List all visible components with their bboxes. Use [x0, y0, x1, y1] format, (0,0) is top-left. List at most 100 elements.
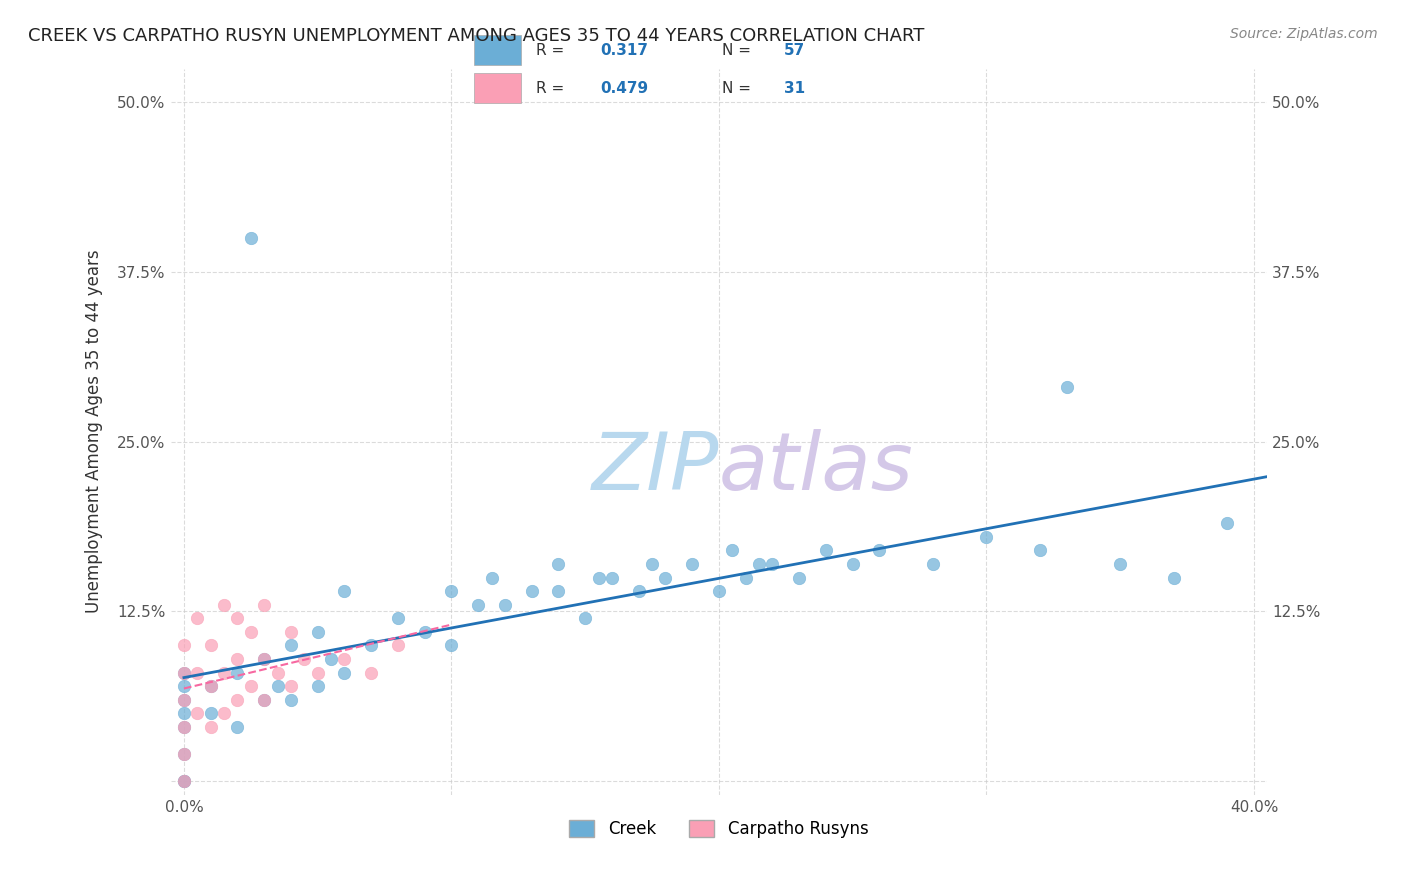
Point — [494, 598, 516, 612]
Point — [173, 720, 195, 734]
Point — [200, 639, 222, 653]
Point — [226, 652, 249, 666]
Point — [266, 679, 288, 693]
Text: 0.317: 0.317 — [600, 43, 648, 58]
Text: atlas: atlas — [718, 429, 914, 507]
Point — [1216, 516, 1239, 531]
Point — [387, 611, 409, 625]
Point — [467, 598, 489, 612]
Point — [173, 720, 195, 734]
Point — [212, 598, 235, 612]
Legend: Creek, Carpatho Rusyns: Creek, Carpatho Rusyns — [562, 813, 875, 845]
Point — [253, 692, 276, 706]
Point — [319, 652, 342, 666]
Point — [588, 570, 610, 584]
Point — [253, 652, 276, 666]
Point — [333, 584, 356, 599]
Point — [1056, 380, 1078, 394]
Point — [253, 692, 276, 706]
Point — [239, 679, 262, 693]
Point — [226, 665, 249, 680]
Point — [333, 652, 356, 666]
Point — [360, 665, 382, 680]
Text: R =: R = — [536, 43, 569, 58]
Point — [200, 720, 222, 734]
Point — [600, 570, 623, 584]
Point — [360, 639, 382, 653]
Point — [280, 639, 302, 653]
Point — [292, 652, 315, 666]
Point — [413, 624, 436, 639]
Point — [333, 665, 356, 680]
Point — [547, 557, 569, 571]
Point — [280, 692, 302, 706]
Point — [239, 231, 262, 245]
Point — [186, 611, 208, 625]
Point — [976, 530, 998, 544]
Point — [307, 624, 329, 639]
Text: N =: N = — [723, 80, 756, 95]
FancyBboxPatch shape — [474, 73, 522, 103]
Point — [681, 557, 703, 571]
Point — [481, 570, 503, 584]
Point — [212, 706, 235, 721]
Point — [280, 679, 302, 693]
Point — [440, 639, 463, 653]
Point — [253, 652, 276, 666]
Point — [574, 611, 596, 625]
Point — [787, 570, 810, 584]
Point — [173, 706, 195, 721]
Point — [253, 598, 276, 612]
Point — [280, 624, 302, 639]
Text: 0.479: 0.479 — [600, 80, 648, 95]
Point — [200, 706, 222, 721]
Point — [734, 570, 756, 584]
Point — [627, 584, 650, 599]
Point — [520, 584, 543, 599]
Point — [761, 557, 783, 571]
Point — [173, 747, 195, 761]
Point — [841, 557, 863, 571]
Point — [266, 665, 288, 680]
Point — [173, 665, 195, 680]
Point — [226, 720, 249, 734]
Point — [173, 639, 195, 653]
Point — [239, 624, 262, 639]
Point — [173, 774, 195, 789]
Point — [200, 679, 222, 693]
Point — [186, 665, 208, 680]
Point — [173, 679, 195, 693]
Text: N =: N = — [723, 43, 756, 58]
Point — [173, 692, 195, 706]
Point — [173, 692, 195, 706]
Point — [748, 557, 770, 571]
Point — [307, 665, 329, 680]
Y-axis label: Unemployment Among Ages 35 to 44 years: Unemployment Among Ages 35 to 44 years — [86, 250, 103, 614]
Point — [200, 679, 222, 693]
Point — [226, 692, 249, 706]
Point — [868, 543, 890, 558]
Point — [654, 570, 676, 584]
Point — [1029, 543, 1052, 558]
Point — [721, 543, 744, 558]
Point — [186, 706, 208, 721]
Text: CREEK VS CARPATHO RUSYN UNEMPLOYMENT AMONG AGES 35 TO 44 YEARS CORRELATION CHART: CREEK VS CARPATHO RUSYN UNEMPLOYMENT AMO… — [28, 27, 925, 45]
Point — [226, 611, 249, 625]
Point — [1163, 570, 1185, 584]
Point — [307, 679, 329, 693]
Point — [212, 665, 235, 680]
Point — [440, 584, 463, 599]
Text: Source: ZipAtlas.com: Source: ZipAtlas.com — [1230, 27, 1378, 41]
Text: 57: 57 — [785, 43, 806, 58]
Point — [1109, 557, 1132, 571]
Text: 31: 31 — [785, 80, 806, 95]
Text: R =: R = — [536, 80, 569, 95]
Point — [922, 557, 945, 571]
Point — [173, 774, 195, 789]
Point — [387, 639, 409, 653]
Point — [173, 665, 195, 680]
Point — [641, 557, 664, 571]
Point — [173, 747, 195, 761]
Point — [547, 584, 569, 599]
Point — [814, 543, 837, 558]
